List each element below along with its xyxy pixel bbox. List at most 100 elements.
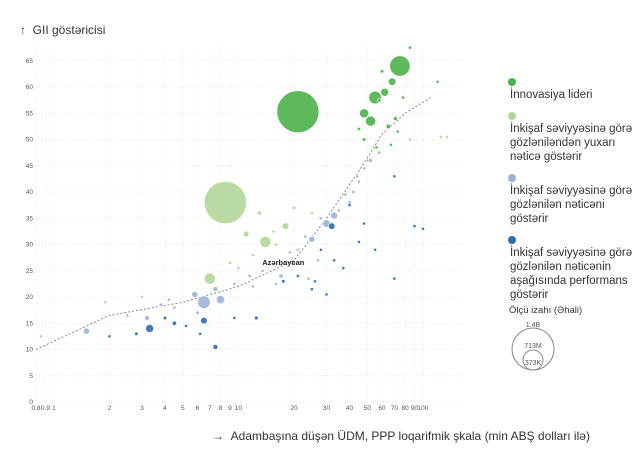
x-tick-label: 1 xyxy=(52,405,56,412)
y-tick-label: 25 xyxy=(26,268,34,275)
data-point-series-2 xyxy=(197,295,211,309)
data-point-series-0 xyxy=(388,142,393,147)
legend-label-below: İnkişaf səviyyəsinə görə gözlənilən nəti… xyxy=(510,247,633,301)
size-legend-circles: 1.4B 713M 373K xyxy=(511,322,555,371)
grid xyxy=(35,45,464,403)
trend-line xyxy=(35,97,431,350)
x-tick-label: 90 xyxy=(411,405,419,412)
x-tick-label: 2 xyxy=(108,405,112,412)
data-point-series-3 xyxy=(318,247,323,252)
y-tick-label: 15 xyxy=(26,320,34,327)
data-point-series-3 xyxy=(328,222,336,230)
data-point-series-0 xyxy=(393,116,398,121)
data-point-series-3 xyxy=(412,224,417,229)
legend-item-below: İnkişaf səviyyəsinə görə gözlənilən nəti… xyxy=(508,234,640,302)
data-point-series-1 xyxy=(281,222,290,230)
data-point-series-2 xyxy=(292,260,296,265)
data-point-series-1 xyxy=(251,253,255,257)
data-point-series-1 xyxy=(242,230,250,238)
legend-item-above: İnkişaf səviyyəsinə görə gözləniləndən y… xyxy=(508,110,640,164)
legend-item-leader: İnnovasiya lideri xyxy=(508,76,640,102)
data-point-series-1 xyxy=(103,300,108,305)
data-point-series-0 xyxy=(401,95,406,100)
data-point-series-0 xyxy=(356,127,361,132)
data-point-series-3 xyxy=(134,331,139,336)
size-legend-label-2: 713M xyxy=(524,343,542,350)
data-point-series-1 xyxy=(291,205,297,211)
size-legend-circle-small xyxy=(522,349,544,371)
data-point-series-0 xyxy=(379,69,385,74)
x-tick-label: 40 xyxy=(346,405,354,412)
data-point-series-0 xyxy=(389,55,411,77)
y-axis-title-text: GII göstəricisi xyxy=(32,23,106,37)
annotation-azerbaijan: Azərbaycan xyxy=(262,258,305,267)
legend-item-expected: İnkişaf səviyyəsinə görə gözlənilən nəti… xyxy=(508,172,640,226)
data-point-series-3 xyxy=(341,266,346,271)
data-point-series-2 xyxy=(287,250,292,255)
data-point-series-2 xyxy=(158,302,163,308)
data-point-series-3 xyxy=(145,324,154,333)
data-point-series-2 xyxy=(247,274,252,278)
y-tick-label: 35 xyxy=(26,215,34,222)
data-point-series-3 xyxy=(373,247,378,252)
data-point-series-3 xyxy=(392,174,397,179)
data-points xyxy=(39,45,449,350)
x-tick-label: 10 xyxy=(235,405,243,412)
data-point-series-0 xyxy=(377,97,382,103)
data-point-series-1 xyxy=(309,211,314,215)
x-tick-label: 50 xyxy=(364,405,372,412)
data-point-series-2 xyxy=(355,174,360,179)
data-point-series-1 xyxy=(259,235,272,248)
legend-dot-expected xyxy=(508,174,516,182)
data-point-series-1 xyxy=(257,210,262,216)
legend-dot-leader xyxy=(508,78,516,86)
data-point-series-3 xyxy=(232,316,237,320)
data-point-series-3 xyxy=(295,274,300,278)
x-tick-label: 9 xyxy=(228,405,232,412)
data-point-series-3 xyxy=(184,323,188,328)
data-point-series-1 xyxy=(203,272,216,285)
legend-label-expected: İnkişaf səviyyəsinə görə gözlənilən nəti… xyxy=(510,185,633,225)
data-point-series-3 xyxy=(362,221,367,226)
legend: İnnovasiya lideri İnkişaf səviyyəsinə gö… xyxy=(508,76,640,310)
data-point-series-1 xyxy=(236,266,241,271)
data-point-series-0 xyxy=(435,79,440,84)
x-tick-label: 6 xyxy=(196,405,200,412)
data-point-series-2 xyxy=(195,310,200,315)
data-point-series-3 xyxy=(162,315,168,321)
data-point-series-2 xyxy=(251,284,255,289)
x-tick-label: 3 xyxy=(140,405,144,412)
data-point-series-2 xyxy=(362,166,367,171)
data-point-series-3 xyxy=(198,331,203,336)
x-tick-label: 80 xyxy=(401,405,409,412)
data-point-series-2 xyxy=(308,235,316,243)
x-tick-label: 30 xyxy=(323,405,331,412)
y-tick-label: 55 xyxy=(26,110,34,117)
data-point-series-0 xyxy=(388,77,397,86)
x-tick-label: 20 xyxy=(290,405,298,412)
data-point-series-2 xyxy=(212,286,219,292)
y-tick-label: 65 xyxy=(26,58,34,65)
data-point-series-2 xyxy=(330,211,338,220)
data-point-series-1 xyxy=(438,134,443,139)
data-point-series-3 xyxy=(281,279,286,284)
data-point-series-0 xyxy=(276,90,320,133)
data-point-series-3 xyxy=(357,239,361,244)
x-tick-label: 7 xyxy=(208,405,212,412)
data-point-series-3 xyxy=(212,344,219,350)
x-tick-label: 5 xyxy=(181,405,185,412)
x-tick-label: 0.9 xyxy=(41,405,50,412)
data-point-series-2 xyxy=(316,258,320,263)
data-point-series-0 xyxy=(385,123,392,129)
data-point-series-0 xyxy=(395,129,400,134)
y-tick-label: 0 xyxy=(29,399,33,406)
data-point-series-1 xyxy=(445,134,449,139)
data-point-series-2 xyxy=(216,295,226,305)
data-point-series-2 xyxy=(125,313,130,318)
data-point-series-3 xyxy=(309,287,314,292)
data-point-series-2 xyxy=(172,305,177,310)
data-point-series-2 xyxy=(377,150,382,155)
data-point-series-1 xyxy=(139,295,144,299)
y-tick-label: 40 xyxy=(26,189,34,196)
